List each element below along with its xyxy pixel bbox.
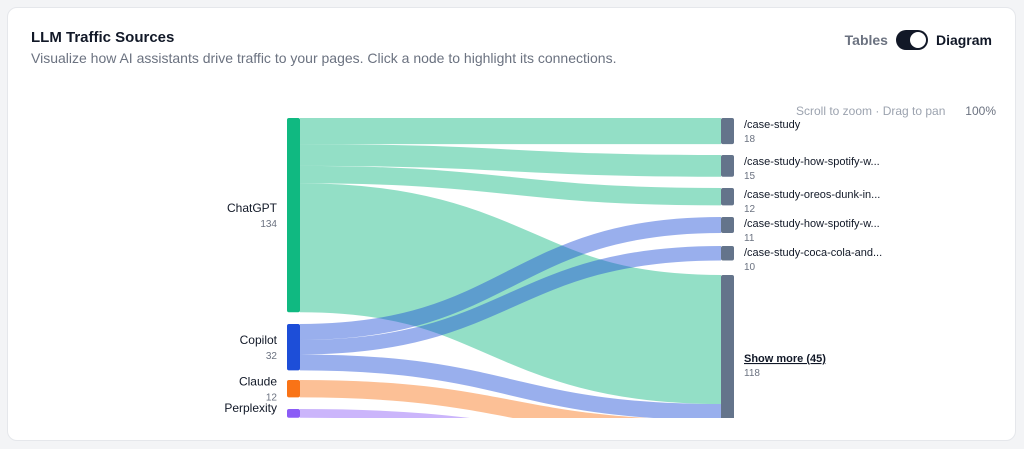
link-chatgpt-t3[interactable] — [299, 165, 722, 206]
target-label-5[interactable]: /case-study-coca-cola-and... — [744, 247, 882, 259]
sankey-links — [299, 117, 722, 441]
link-claude-more[interactable] — [299, 380, 721, 429]
diagram-toggle-label[interactable]: Diagram — [935, 32, 992, 48]
show-more-node[interactable] — [721, 275, 734, 446]
claude-node[interactable] — [287, 380, 300, 398]
target-label-1[interactable]: /case-study — [744, 119, 801, 131]
perplexity-node[interactable] — [287, 409, 300, 418]
target-node-2[interactable] — [721, 155, 734, 177]
target-node-1[interactable] — [721, 118, 734, 145]
link-copilot-t5[interactable] — [299, 246, 722, 355]
target-value-2: 15 — [744, 171, 756, 182]
view-toggle-switch[interactable] — [895, 30, 928, 50]
link-copilot-more[interactable] — [299, 354, 722, 418]
copilot-node[interactable] — [287, 324, 300, 371]
target-label-2[interactable]: /case-study-how-spotify-w... — [744, 156, 880, 168]
target-value-4: 11 — [744, 233, 755, 244]
target-value-5: 10 — [744, 262, 756, 273]
show-more-link[interactable]: Show more (45) — [744, 353, 826, 365]
chatgpt-value: 134 — [260, 219, 277, 230]
llm-traffic-card: LLM Traffic Sources Visualize how AI ass… — [7, 7, 1016, 441]
target-value-1: 18 — [744, 134, 756, 145]
toggle-knob — [909, 32, 926, 48]
zoom-pan-hint: Scroll to zoom · Drag to pan — [790, 102, 952, 120]
tables-toggle-label[interactable]: Tables — [844, 32, 888, 48]
target-label-4[interactable]: /case-study-how-spotify-w... — [744, 218, 880, 230]
target-node-4[interactable] — [721, 217, 734, 233]
target-value-3: 12 — [744, 204, 756, 215]
chatgpt-node[interactable] — [287, 118, 300, 313]
link-perplexity-more[interactable] — [299, 409, 721, 441]
card-subtitle: Visualize how AI assistants drive traffi… — [31, 50, 617, 66]
claude-label[interactable]: Claude — [239, 375, 277, 389]
sankey-nodes — [287, 118, 734, 446]
chatgpt-label[interactable]: ChatGPT — [227, 201, 278, 215]
target-node-3[interactable] — [721, 188, 734, 206]
show-more-value: 118 — [744, 368, 760, 379]
sankey-labels: ChatGPT134Copilot32Claude12Perplexity/ca… — [224, 119, 882, 415]
copilot-value: 32 — [266, 351, 278, 362]
zoom-level[interactable]: 100% — [965, 104, 996, 118]
card-title: LLM Traffic Sources — [31, 29, 175, 46]
link-chatgpt-t2[interactable] — [299, 144, 722, 177]
link-chatgpt-more[interactable] — [299, 183, 722, 405]
copilot-label[interactable]: Copilot — [240, 333, 278, 347]
view-toggle: Tables Diagram — [845, 30, 992, 50]
perplexity-label[interactable]: Perplexity — [224, 401, 277, 415]
claude-value: 12 — [266, 393, 278, 404]
target-node-5[interactable] — [721, 246, 734, 261]
canvas-hint-bar: Scroll to zoom · Drag to pan 100% — [790, 100, 1000, 122]
target-label-3[interactable]: /case-study-oreos-dunk-in... — [744, 189, 880, 201]
link-copilot-t4[interactable] — [299, 217, 722, 340]
